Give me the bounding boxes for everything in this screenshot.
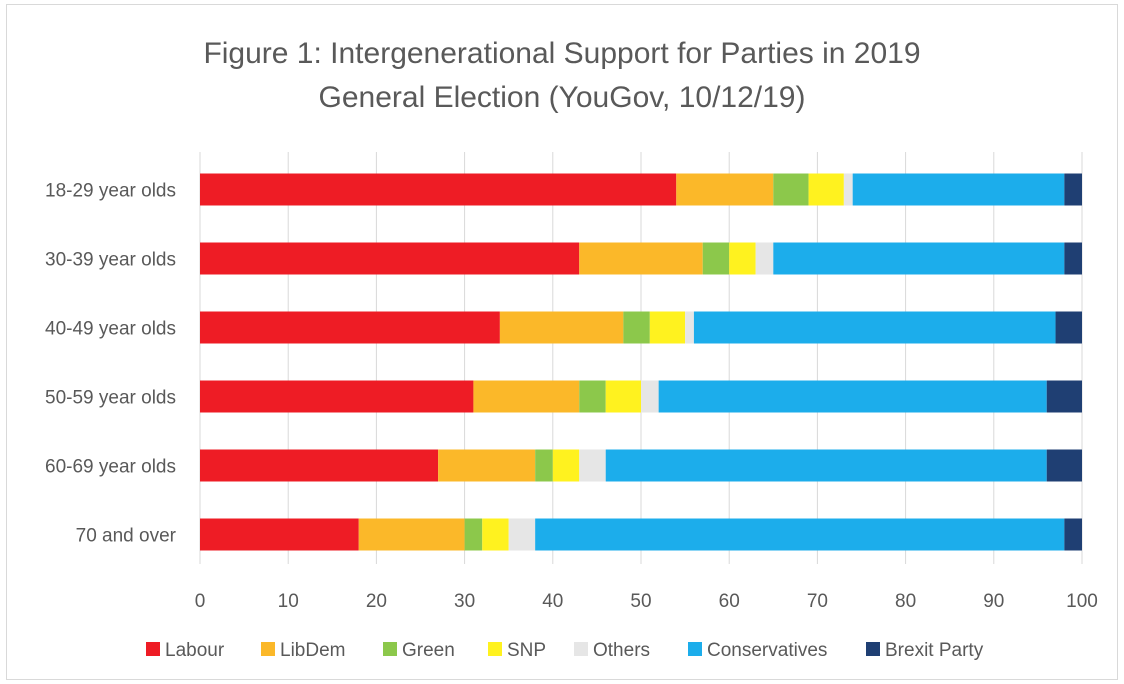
bar-conservatives-0 (852, 173, 1065, 206)
bar-brexit-party-5 (1064, 518, 1082, 551)
x-tick-label-50: 50 (630, 591, 651, 612)
category-label-5: 70 and over (76, 526, 177, 547)
bar-others-4 (579, 449, 606, 482)
legend-swatch-snp (488, 642, 502, 656)
bar-labour-2 (200, 311, 500, 344)
category-label-2: 40-49 year olds (45, 319, 176, 340)
bar-conservatives-3 (658, 380, 1047, 413)
bar-green-5 (464, 518, 483, 551)
legend-swatch-brexit-party (866, 642, 880, 656)
legend-label-green: Green (402, 640, 455, 661)
x-tick-label-10: 10 (278, 591, 299, 612)
category-label-0: 18-29 year olds (45, 181, 176, 202)
x-tick-label-30: 30 (454, 591, 475, 612)
bar-green-1 (702, 242, 730, 275)
bar-labour-3 (200, 380, 474, 413)
legend-swatch-others (574, 642, 588, 656)
bar-others-1 (755, 242, 774, 275)
bar-others-3 (641, 380, 659, 413)
bar-snp-2 (649, 311, 686, 344)
legend-label-conservatives: Conservatives (707, 640, 827, 661)
legend-swatch-labour (146, 642, 160, 656)
bar-snp-0 (808, 173, 844, 206)
bar-brexit-party-2 (1055, 311, 1082, 344)
bar-others-0 (843, 173, 853, 206)
bar-others-5 (508, 518, 536, 551)
x-tick-label-20: 20 (366, 591, 387, 612)
legend: Labour LibDem Green SNP Others Conservatives B… (146, 640, 984, 661)
category-label-3: 50-59 year olds (45, 388, 176, 409)
legend-swatch-libdem (261, 642, 275, 656)
x-tick-label-0: 0 (195, 591, 206, 612)
x-tick-label-100: 100 (1066, 591, 1098, 612)
chart-title-line-1: Figure 1: Intergenerational Support for … (203, 37, 921, 70)
bar-green-3 (579, 380, 606, 413)
x-tick-label-70: 70 (807, 591, 828, 612)
bar-snp-4 (552, 449, 580, 482)
bar-conservatives-4 (605, 449, 1047, 482)
bar-labour-1 (200, 242, 580, 275)
chart-title: Figure 1: Intergenerational Support for … (0, 32, 1124, 120)
bar-conservatives-1 (773, 242, 1065, 275)
legend-label-others: Others (593, 640, 650, 661)
bar-brexit-party-1 (1064, 242, 1082, 275)
x-tick-label-40: 40 (542, 591, 563, 612)
x-tick-labels: 0 10 20 30 40 50 60 70 80 90 100 (195, 591, 1098, 612)
bar-labour-0 (200, 173, 677, 206)
chart-title-line-2: General Election (YouGov, 10/12/19) (318, 81, 806, 114)
legend-swatch-conservatives (688, 642, 702, 656)
bar-brexit-party-0 (1064, 173, 1082, 206)
bar-conservatives-2 (693, 311, 1056, 344)
legend-label-brexit-party: Brexit Party (885, 640, 984, 661)
bar-libdem-3 (473, 380, 580, 413)
legend-label-snp: SNP (507, 640, 546, 661)
bar-green-4 (535, 449, 553, 482)
bar-snp-1 (729, 242, 756, 275)
bar-brexit-party-4 (1046, 449, 1082, 482)
bar-snp-5 (482, 518, 509, 551)
bar-libdem-2 (499, 311, 624, 344)
bar-green-2 (623, 311, 650, 344)
bar-labour-5 (200, 518, 359, 551)
bars (200, 173, 1082, 551)
bar-conservatives-5 (535, 518, 1065, 551)
bar-green-0 (773, 173, 809, 206)
bar-brexit-party-3 (1046, 380, 1082, 413)
gridlines (199, 152, 1083, 564)
bar-labour-4 (200, 449, 439, 482)
legend-label-labour: Labour (165, 640, 225, 661)
x-tick-label-60: 60 (719, 591, 740, 612)
bar-libdem-1 (579, 242, 703, 275)
x-tick-label-80: 80 (895, 591, 916, 612)
bar-libdem-0 (676, 173, 774, 206)
bar-libdem-4 (438, 449, 536, 482)
legend-label-libdem: LibDem (280, 640, 345, 661)
bar-others-2 (685, 311, 694, 344)
category-labels: 18-29 year olds 30-39 year olds 40-49 year… (45, 181, 177, 547)
category-label-1: 30-39 year olds (45, 250, 176, 271)
legend-swatch-green (383, 642, 397, 656)
bar-libdem-5 (358, 518, 465, 551)
bar-snp-3 (605, 380, 641, 413)
category-label-4: 60-69 year olds (45, 457, 176, 478)
x-tick-label-90: 90 (983, 591, 1004, 612)
